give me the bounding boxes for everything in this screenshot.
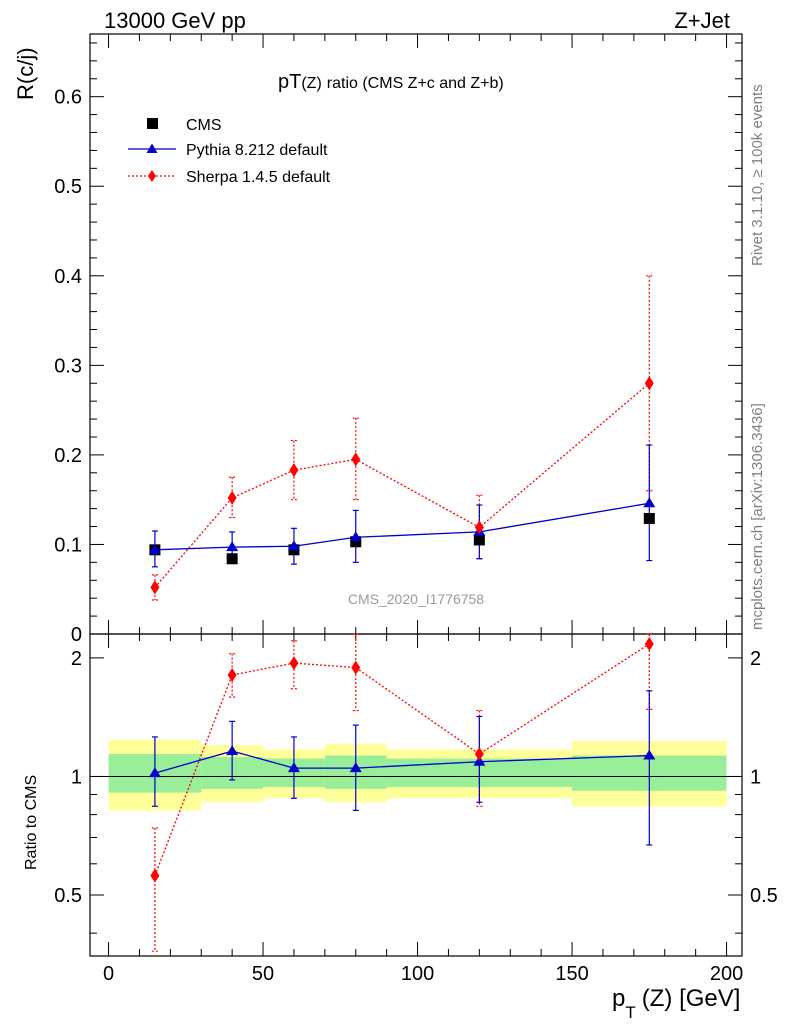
ratio-pythia-point [287,762,300,773]
watermark: CMS_2020_I1776758 [348,591,484,607]
legend-label-sherpa: Sherpa 1.4.5 default [186,169,331,186]
header-right: Z+Jet [674,8,730,33]
sherpa-line [154,382,650,588]
main-y-tick-label: 0.6 [54,87,82,109]
pythia-point [643,497,656,508]
pythia-point [226,541,239,552]
ratio-pythia-point [148,767,161,778]
pythia-point [349,531,362,542]
ratio-frame [89,633,743,957]
pythia-point [148,543,161,554]
plot-title: pT(Z) ratio (CMS Z+c and Z+b) [278,71,504,93]
main-y-tick-label: 0 [71,624,82,646]
ratio-y-tick-label: 2 [71,648,82,670]
cms-data-point [226,553,238,565]
x-axis-label-rest: (Z) [GeV] [642,985,741,1012]
ratio-sherpa-point [644,636,654,651]
ratio-pythia-line [154,750,650,774]
ratio-sherpa-point [289,656,299,671]
sherpa-point [474,520,484,535]
ratio-sherpa-point [150,868,160,883]
plot-title-main: pT [278,71,301,93]
ratio-pythia-point [349,762,362,773]
x-axis-label-sub: T [625,1003,635,1022]
legend: CMS Pythia 8.212 default Sherpa 1.4.5 de… [128,117,331,186]
ratio-sherpa-point [474,747,484,762]
ratio-sherpa-point [351,660,361,675]
side-label-rivet: Rivet 3.1.10, ≥ 100k events [749,84,766,266]
legend-label-pythia: Pythia 8.212 default [186,142,328,159]
ratio-y-tick-label: 1 [71,766,82,788]
pythia-line [154,502,650,551]
pythia-point [287,540,300,551]
legend-marker-pythia [146,143,158,153]
side-label-mcplots: mcplots.cern.ch [arXiv:1306.3436] [749,403,766,630]
sherpa-point [289,463,299,478]
ratio-y-tick-label-right: 2 [750,648,761,670]
plot-title-sub: (Z) [301,75,321,92]
main-y-tick-label: 0.1 [54,534,82,556]
legend-marker-sherpa [148,170,156,182]
main-panel: 0 0.1 0.2 0.3 0.4 0.5 0.6 [54,33,743,646]
sherpa-point [351,452,361,467]
main-y-tick-label: 0.4 [54,266,82,288]
sherpa-point [150,580,160,595]
ratio-sherpa-point [227,667,237,682]
x-axis-label-main: p [612,985,625,1012]
main-y-tick-label: 0.2 [54,445,82,467]
ratio-y-tick-label-right: 0.5 [750,885,778,907]
ratio-sherpa-line [154,643,650,876]
cms-data-point [473,534,485,546]
header-left: 13000 GeV pp [104,8,246,33]
cms-data-point [643,512,655,524]
x-tick-label: 150 [555,963,588,985]
ratio-pythia-point [643,749,656,760]
legend-label-cms: CMS [186,117,222,134]
legend-marker-cms [147,118,158,129]
legend-item-cms: CMS [147,117,222,134]
legend-item-sherpa: Sherpa 1.4.5 default [128,169,331,186]
ratio-y-tick-label-right: 1 [750,766,761,788]
ratio-y-axis-label: Ratio to CMS [23,775,40,870]
main-y-tick-label: 0.3 [54,355,82,377]
ratio-panel: 0 50 100 150 200 0.5 0.5 1 1 2 2 [54,633,778,985]
x-tick-label: 200 [710,963,743,985]
x-axis-label: pT (Z) [GeV] [612,985,740,1022]
ratio-y-tick-label: 0.5 [54,885,82,907]
ratio-pythia-point [226,745,239,756]
cms-data-point [350,536,362,548]
x-tick-label: 100 [401,963,434,985]
sherpa-point [227,490,237,505]
legend-item-pythia: Pythia 8.212 default [128,142,328,159]
plot-title-rest: ratio (CMS Z+c and Z+b) [327,75,504,92]
main-y-axis-label: R(c/j) [13,47,38,100]
sherpa-point [644,376,654,391]
main-y-tick-label: 0.5 [54,176,82,198]
x-tick-label: 50 [252,963,274,985]
x-tick-label: 0 [103,963,114,985]
